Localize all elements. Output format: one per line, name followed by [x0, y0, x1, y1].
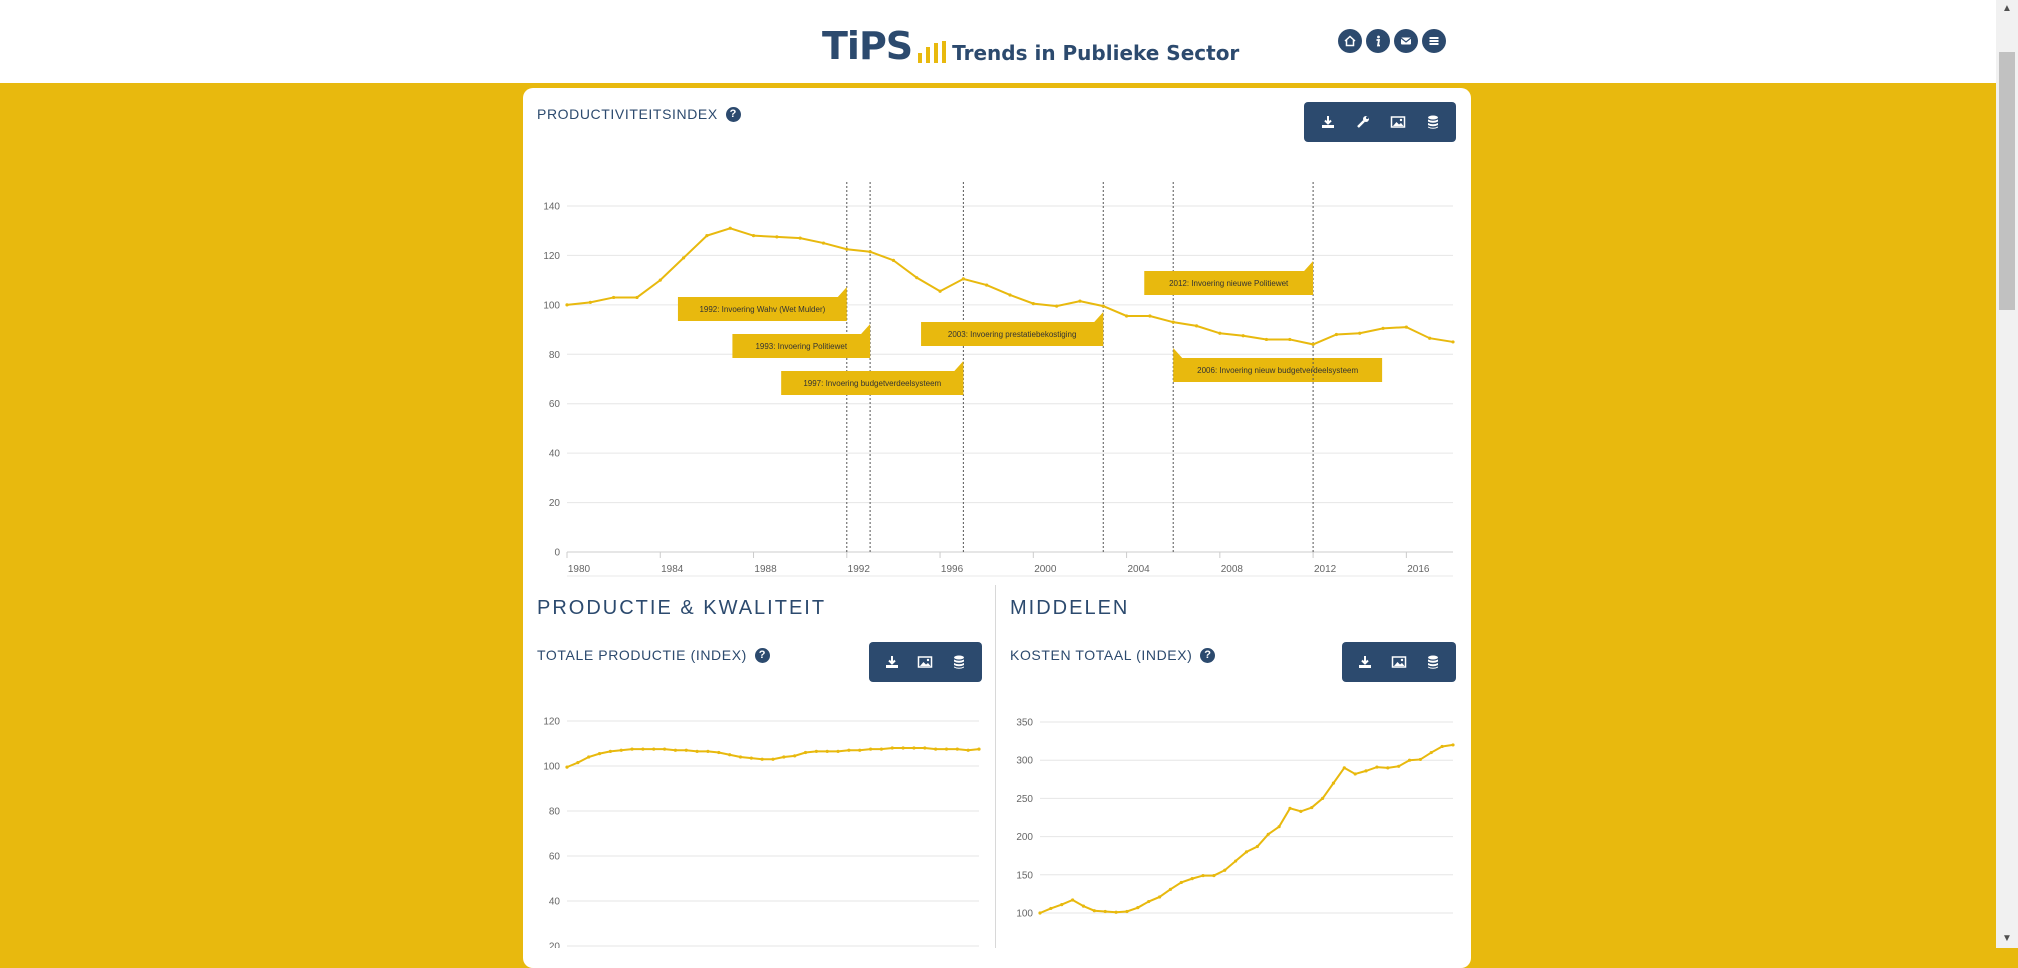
chart-title-text: PRODUCTIVITEITSINDEX: [537, 106, 718, 122]
totale-productie-toolbar: [869, 642, 982, 682]
logo-bars-icon: [918, 37, 947, 63]
image-icon[interactable]: [913, 650, 937, 674]
page-scrollbar[interactable]: ▲ ▼: [1996, 0, 2018, 948]
scroll-down-arrow-icon[interactable]: ▼: [2002, 933, 2012, 944]
logo-main-text: TiPS: [822, 24, 913, 68]
mail-icon[interactable]: [1394, 29, 1418, 53]
home-icon[interactable]: [1338, 29, 1362, 53]
database-icon[interactable]: [1421, 110, 1445, 134]
database-icon[interactable]: [1421, 650, 1445, 674]
download-icon[interactable]: [1316, 110, 1340, 134]
totale-productie-title: TOTALE PRODUCTIE (INDEX)?: [537, 647, 770, 663]
chart-title-text: TOTALE PRODUCTIE (INDEX): [537, 647, 747, 663]
help-icon[interactable]: ?: [754, 647, 770, 663]
image-icon[interactable]: [1387, 650, 1411, 674]
download-icon[interactable]: [880, 650, 904, 674]
section-title-productie: PRODUCTIE & KWALITEIT: [537, 597, 827, 619]
menu-icon[interactable]: [1422, 29, 1446, 53]
help-icon[interactable]: ?: [725, 106, 741, 122]
info-icon[interactable]: [1366, 29, 1390, 53]
scroll-up-arrow-icon[interactable]: ▲: [2002, 3, 2012, 14]
dashboard-card: [523, 88, 1471, 968]
help-icon[interactable]: ?: [1200, 647, 1216, 663]
section-title-middelen: MIDDELEN: [1010, 597, 1130, 619]
main-chart-toolbar: [1304, 102, 1456, 142]
logo-subtitle: Trends in Publieke Sector: [952, 41, 1240, 65]
download-icon[interactable]: [1353, 650, 1377, 674]
kosten-totaal-toolbar: [1342, 642, 1456, 682]
database-icon[interactable]: [947, 650, 971, 674]
header-nav: [1338, 29, 1446, 53]
section-divider: [995, 585, 996, 948]
productiviteitsindex-title: PRODUCTIVITEITSINDEX?: [537, 106, 741, 122]
kosten-totaal-title: KOSTEN TOTAAL (INDEX)?: [1010, 647, 1216, 663]
wrench-icon[interactable]: [1351, 110, 1375, 134]
chart-title-text: KOSTEN TOTAAL (INDEX): [1010, 647, 1193, 663]
tips-logo[interactable]: TiPS Trends in Publieke Sector: [822, 24, 1239, 68]
scroll-thumb[interactable]: [1999, 52, 2015, 310]
top-header: TiPS Trends in Publieke Sector: [0, 0, 1996, 83]
image-icon[interactable]: [1386, 110, 1410, 134]
